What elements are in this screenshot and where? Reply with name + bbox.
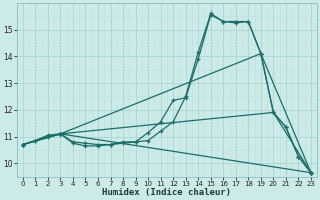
X-axis label: Humidex (Indice chaleur): Humidex (Indice chaleur): [102, 188, 231, 197]
